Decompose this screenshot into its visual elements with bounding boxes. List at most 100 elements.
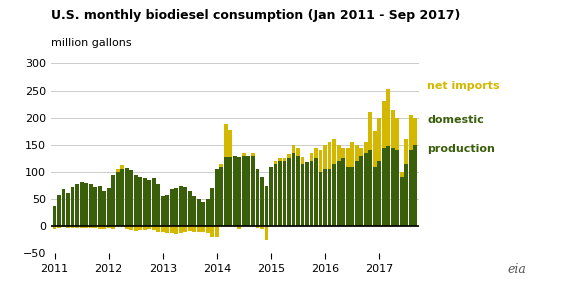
Bar <box>102 191 106 226</box>
Bar <box>395 118 399 150</box>
Bar <box>404 164 408 226</box>
Bar <box>395 150 399 226</box>
Bar <box>98 185 101 226</box>
Bar <box>314 147 318 158</box>
Bar <box>89 184 92 226</box>
Bar <box>251 156 255 226</box>
Bar <box>291 145 295 153</box>
Bar <box>269 166 273 226</box>
Bar <box>391 147 395 226</box>
Bar <box>134 226 138 231</box>
Bar <box>120 169 124 226</box>
Bar <box>291 153 295 226</box>
Bar <box>278 161 282 226</box>
Bar <box>413 118 417 145</box>
Bar <box>264 185 268 226</box>
Bar <box>287 158 291 226</box>
Bar <box>129 170 133 226</box>
Bar <box>62 226 66 227</box>
Bar <box>264 226 268 240</box>
Bar <box>224 157 228 226</box>
Bar <box>238 226 241 229</box>
Bar <box>319 172 323 226</box>
Bar <box>301 164 305 226</box>
Bar <box>400 177 404 226</box>
Bar <box>247 156 250 226</box>
Bar <box>53 206 57 226</box>
Bar <box>386 146 390 226</box>
Bar <box>53 226 57 229</box>
Bar <box>220 164 223 166</box>
Text: U.S. monthly biodiesel consumption (Jan 2011 - Sep 2017): U.S. monthly biodiesel consumption (Jan … <box>51 9 460 22</box>
Bar <box>229 157 232 226</box>
Bar <box>413 145 417 226</box>
Bar <box>93 187 97 226</box>
Bar <box>319 150 323 172</box>
Bar <box>201 226 205 232</box>
Bar <box>305 162 309 226</box>
Bar <box>378 161 381 226</box>
Bar <box>400 172 404 177</box>
Bar <box>57 226 61 228</box>
Bar <box>112 175 115 226</box>
Bar <box>120 165 124 169</box>
Bar <box>211 226 215 237</box>
Bar <box>364 142 367 153</box>
Bar <box>337 145 341 161</box>
Bar <box>224 124 228 157</box>
Bar <box>368 150 372 226</box>
Bar <box>323 145 327 169</box>
Text: domestic: domestic <box>427 115 484 125</box>
Bar <box>165 226 169 233</box>
Bar <box>255 226 259 228</box>
Bar <box>314 158 318 226</box>
Bar <box>147 226 151 229</box>
Bar <box>116 172 119 226</box>
Bar <box>170 189 174 226</box>
Bar <box>341 158 345 226</box>
Bar <box>278 158 282 161</box>
Bar <box>89 226 92 228</box>
Bar <box>341 147 345 158</box>
Bar <box>138 226 142 230</box>
Bar <box>165 195 169 226</box>
Bar <box>116 169 119 172</box>
Bar <box>179 185 183 226</box>
Bar <box>102 226 106 229</box>
Bar <box>211 188 215 226</box>
Bar <box>409 150 413 226</box>
Bar <box>229 130 232 157</box>
Bar <box>183 187 187 226</box>
Bar <box>238 157 241 226</box>
Bar <box>125 168 128 226</box>
Bar <box>368 112 372 150</box>
Bar <box>273 164 277 226</box>
Bar <box>201 202 205 226</box>
Bar <box>381 101 385 147</box>
Bar <box>373 166 376 226</box>
Bar <box>355 145 358 161</box>
Text: eia: eia <box>508 264 526 276</box>
Bar <box>66 226 70 228</box>
Bar <box>233 156 237 226</box>
Bar <box>260 177 264 226</box>
Bar <box>93 226 97 228</box>
Text: million gallons: million gallons <box>51 38 131 48</box>
Bar <box>138 177 142 226</box>
Bar <box>80 226 84 228</box>
Bar <box>80 182 84 226</box>
Bar <box>125 226 128 229</box>
Bar <box>84 226 88 228</box>
Bar <box>282 161 286 226</box>
Bar <box>378 118 381 161</box>
Bar <box>57 195 61 226</box>
Bar <box>350 142 354 166</box>
Bar <box>328 142 332 169</box>
Bar <box>192 226 196 232</box>
Bar <box>251 153 255 156</box>
Bar <box>346 166 350 226</box>
Bar <box>170 226 174 233</box>
Bar <box>161 226 165 232</box>
Bar <box>206 199 210 226</box>
Text: production: production <box>427 144 495 154</box>
